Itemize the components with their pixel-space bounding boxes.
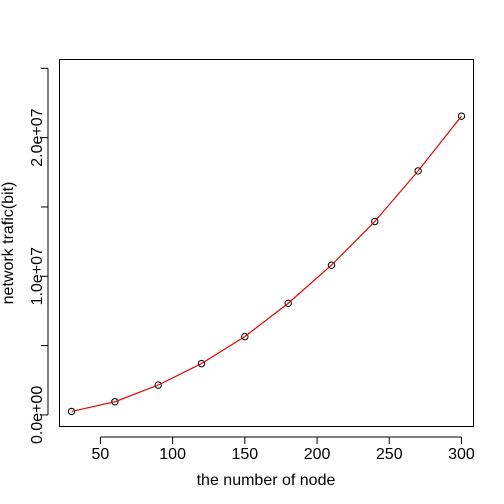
x-axis-title: the number of node	[197, 472, 336, 489]
series-1-line	[71, 115, 462, 412]
series-layer	[67, 112, 466, 416]
y-tick-label: 2.0e+07	[29, 108, 46, 166]
y-axis: 0.0e+00 1.0e+07 2.0e+07	[29, 67, 49, 444]
x-axis: 50 100 150 200 250 300	[92, 436, 475, 463]
y-axis-title: network trafic(bit)	[0, 182, 17, 305]
data-point	[371, 217, 379, 226]
data-point	[241, 332, 249, 341]
x-tick-label: 150	[231, 446, 258, 463]
data-point	[284, 299, 292, 308]
plot-frame	[59, 59, 474, 427]
data-point	[414, 167, 422, 175]
series-0-line	[71, 115, 462, 412]
x-tick-label: 100	[159, 446, 186, 463]
x-tick-label: 200	[304, 446, 331, 463]
data-point	[67, 407, 76, 416]
x-tick-label: 50	[92, 446, 110, 463]
x-tick-label: 300	[448, 446, 475, 463]
data-point	[457, 112, 466, 120]
data-point	[154, 381, 162, 389]
data-point	[111, 398, 119, 406]
x-tick-label: 250	[376, 446, 403, 463]
y-tick-label: 0.0e+00	[29, 386, 46, 444]
data-point	[197, 359, 206, 368]
data-point	[327, 261, 336, 269]
y-tick-label: 1.0e+07	[29, 247, 46, 305]
